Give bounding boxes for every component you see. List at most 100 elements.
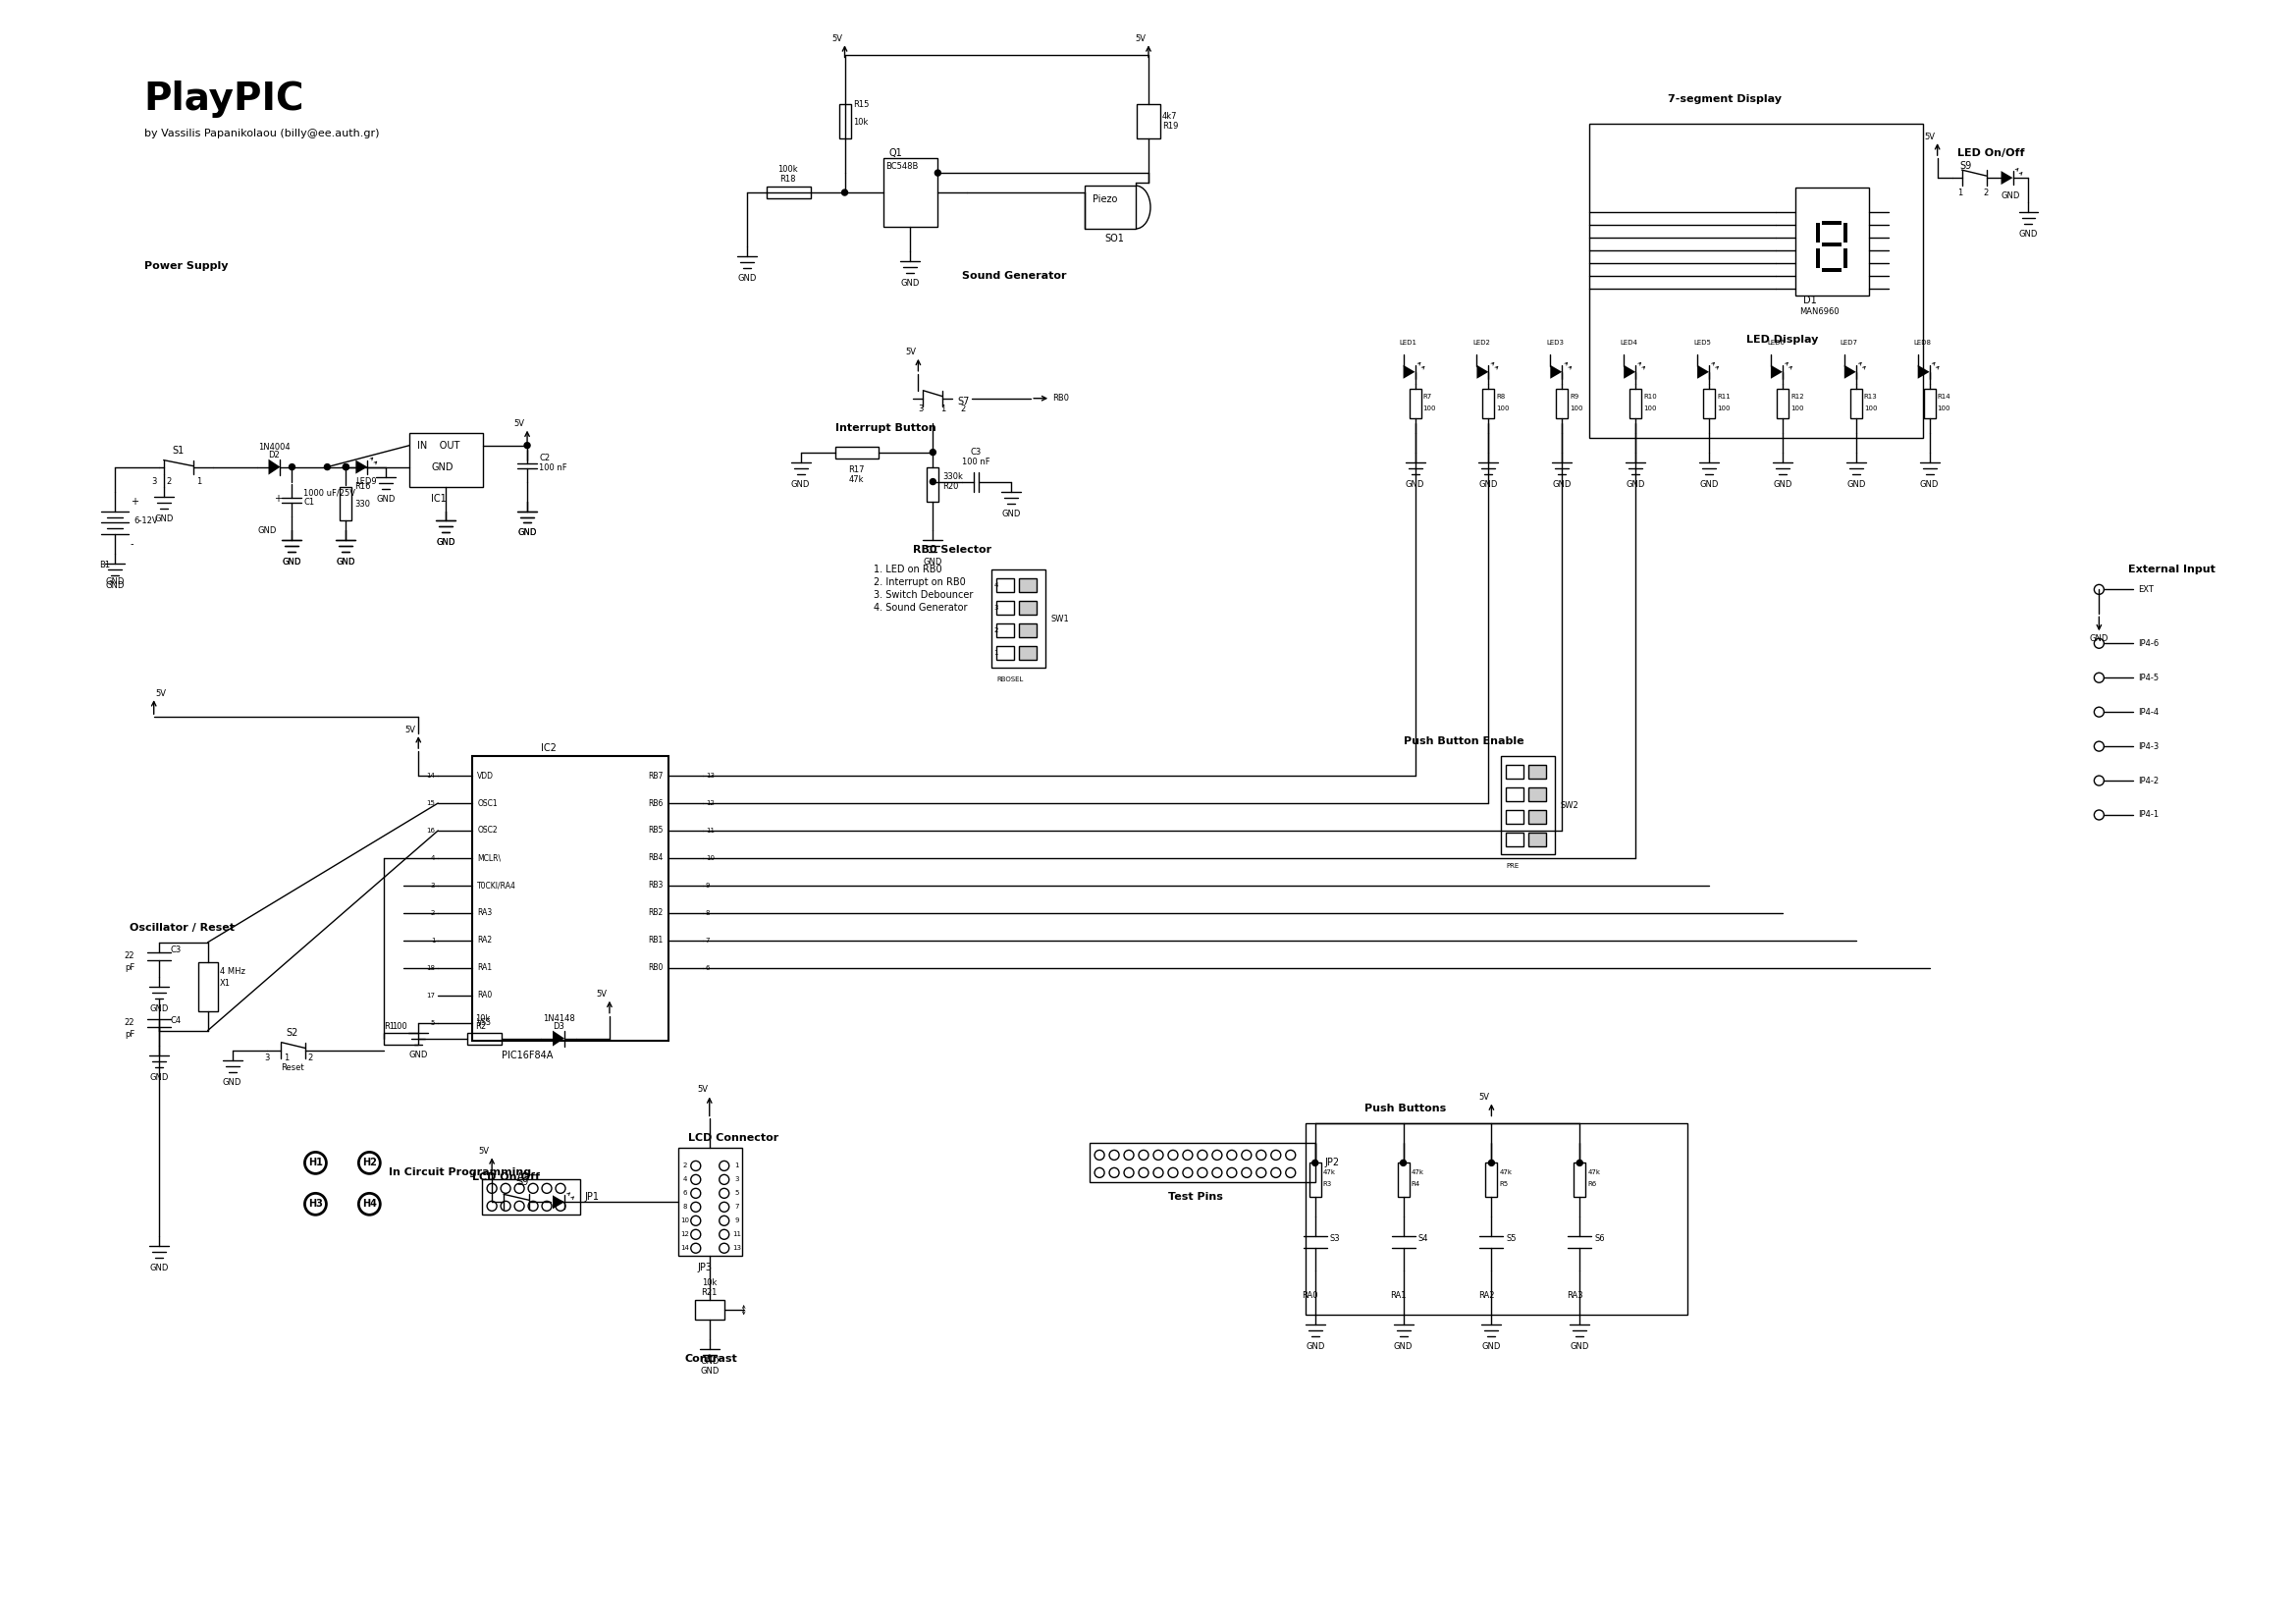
Text: LED6: LED6	[1768, 339, 1784, 345]
Text: S9: S9	[517, 1178, 528, 1187]
Text: 2: 2	[168, 477, 172, 487]
Bar	[1019, 602, 1038, 615]
Text: GND: GND	[1919, 480, 1940, 488]
Text: 5V: 5V	[831, 34, 843, 44]
Text: 7: 7	[705, 938, 709, 944]
Text: Reset: Reset	[280, 1064, 305, 1072]
Text: C3: C3	[170, 946, 181, 955]
Text: LED3: LED3	[1545, 339, 1564, 345]
Text: GND: GND	[149, 1264, 168, 1273]
Circle shape	[523, 443, 530, 448]
Text: 100 nF: 100 nF	[962, 457, 990, 467]
Text: 100: 100	[1791, 406, 1805, 410]
Text: GND: GND	[432, 462, 452, 472]
Bar	[197, 962, 218, 1011]
Text: GND: GND	[1699, 480, 1717, 488]
Bar	[1844, 222, 1848, 243]
Text: GND: GND	[223, 1077, 241, 1087]
Text: RB7: RB7	[647, 772, 664, 780]
Text: 8: 8	[682, 1204, 687, 1210]
Text: 5V: 5V	[1479, 1093, 1490, 1101]
Text: S6: S6	[1593, 1234, 1605, 1242]
Circle shape	[1311, 1160, 1318, 1166]
Bar	[1410, 389, 1421, 418]
Text: RA3: RA3	[1566, 1291, 1582, 1299]
Text: R20: R20	[944, 482, 960, 491]
Text: D1: D1	[1802, 295, 1816, 305]
Text: 13: 13	[732, 1246, 742, 1251]
Bar	[1137, 104, 1159, 138]
Polygon shape	[1770, 365, 1782, 378]
Text: C1: C1	[303, 498, 315, 506]
Text: 2: 2	[1984, 188, 1988, 196]
Text: S7: S7	[957, 396, 969, 406]
Text: 8: 8	[705, 910, 709, 916]
Text: 4: 4	[432, 855, 434, 861]
Text: GND: GND	[792, 480, 810, 488]
Text: GND: GND	[106, 577, 124, 586]
Text: GND: GND	[436, 539, 455, 547]
Text: Piezo: Piezo	[1093, 195, 1118, 204]
Text: X1: X1	[220, 980, 230, 988]
Text: 2: 2	[960, 406, 967, 414]
Bar	[409, 433, 482, 487]
Text: RB4: RB4	[647, 853, 664, 863]
Circle shape	[1401, 1160, 1405, 1166]
Bar	[1506, 787, 1525, 801]
Text: 330: 330	[354, 500, 370, 509]
Text: IC2: IC2	[542, 743, 556, 753]
Text: LED4: LED4	[1621, 339, 1637, 345]
Text: R12: R12	[1791, 394, 1805, 399]
Text: 47k: 47k	[1322, 1169, 1336, 1176]
Text: R17: R17	[847, 466, 866, 474]
Text: GND: GND	[106, 582, 124, 590]
Text: 1000 uF/25V: 1000 uF/25V	[303, 488, 356, 496]
Bar	[836, 446, 879, 457]
Text: GND: GND	[282, 558, 301, 568]
Bar	[1821, 268, 1841, 272]
Text: 7: 7	[735, 1204, 739, 1210]
Text: MAN6960: MAN6960	[1800, 308, 1839, 316]
Text: GND: GND	[923, 558, 941, 568]
Text: BC548B: BC548B	[886, 162, 918, 170]
Text: H4: H4	[363, 1199, 377, 1208]
Text: RA2: RA2	[1479, 1291, 1495, 1299]
Text: OSC1: OSC1	[478, 798, 498, 808]
Text: RB1: RB1	[647, 936, 664, 944]
Text: 2. Interrupt on RB0: 2. Interrupt on RB0	[875, 577, 967, 587]
Text: 1: 1	[432, 938, 434, 944]
Text: OSC2: OSC2	[478, 826, 498, 835]
Text: R14: R14	[1938, 394, 1952, 399]
Polygon shape	[269, 459, 280, 475]
Text: 4k7: 4k7	[1162, 112, 1178, 120]
Text: R21: R21	[703, 1288, 719, 1296]
Text: LCD Connector: LCD Connector	[689, 1134, 778, 1144]
Text: R8: R8	[1497, 394, 1506, 399]
Text: R11: R11	[1717, 394, 1731, 399]
Text: 10: 10	[705, 855, 714, 861]
Bar	[928, 467, 939, 501]
Text: GND: GND	[338, 558, 356, 568]
Text: 1N4004: 1N4004	[259, 443, 289, 453]
Text: 5: 5	[432, 1020, 434, 1025]
Text: GND: GND	[1626, 480, 1644, 488]
Text: by Vassilis Papanikolaou (billy@ee.auth.gr): by Vassilis Papanikolaou (billy@ee.auth.…	[145, 128, 379, 138]
Bar	[1529, 809, 1545, 824]
Text: 5V: 5V	[478, 1147, 489, 1155]
Text: 18: 18	[427, 965, 434, 972]
Polygon shape	[1403, 365, 1414, 378]
Text: RA1: RA1	[1391, 1291, 1407, 1299]
Text: Oscillator / Reset: Oscillator / Reset	[129, 923, 234, 933]
Polygon shape	[1844, 365, 1855, 378]
Text: D2: D2	[269, 451, 280, 459]
Text: 10: 10	[680, 1218, 689, 1223]
Text: 5V: 5V	[905, 347, 916, 357]
Text: LED1: LED1	[1398, 339, 1417, 345]
Bar	[1821, 243, 1841, 247]
Bar	[1091, 1144, 1316, 1182]
Text: R2: R2	[475, 1022, 487, 1032]
Text: 6: 6	[682, 1191, 687, 1195]
Text: 47k: 47k	[1499, 1169, 1513, 1176]
Text: 13: 13	[705, 772, 714, 779]
Text: IP4-2: IP4-2	[2138, 777, 2158, 785]
